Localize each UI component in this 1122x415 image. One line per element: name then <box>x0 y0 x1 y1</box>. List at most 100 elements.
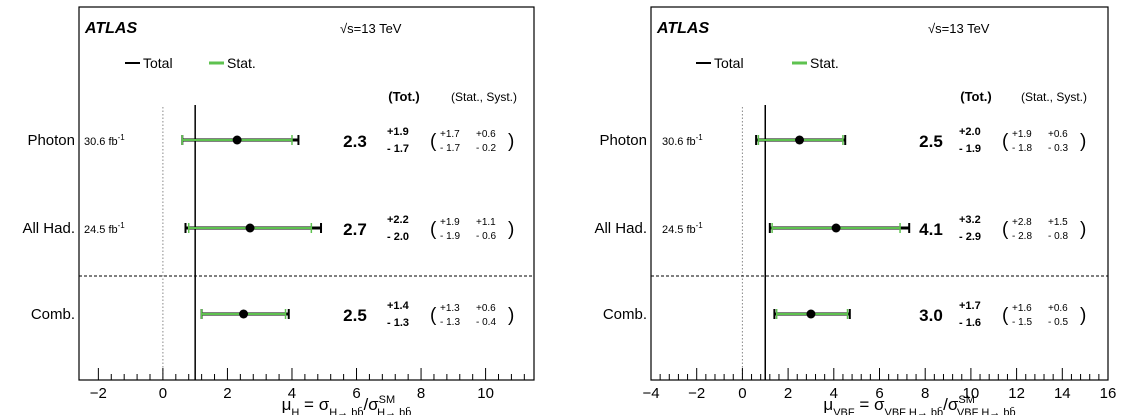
measurement-row: Photon 30.6 fb-1 2.5 +2.0 - 1.9 (+1.9 - 1.8 +0.… <box>599 126 1086 155</box>
close-paren: ) <box>508 131 514 152</box>
central-value-marker <box>806 309 816 319</box>
x-tick-label: 6 <box>875 385 883 402</box>
x-axis-title: μH = σH→ bb̄/σSM H→ bb̄ <box>282 394 412 415</box>
open-paren: ( <box>1002 219 1009 240</box>
x-tick-label: 14 <box>1054 385 1071 402</box>
row-label: Photon <box>599 132 647 149</box>
x-tick-label: 10 <box>477 385 494 402</box>
panel-1: ATLAS √s=13 TeV Total Stat. (Tot.) (Stat., Sy… <box>22 6 535 415</box>
legend-total-label: Total <box>143 55 173 71</box>
row-label: Comb. <box>603 306 647 323</box>
stat-error-down: - 1.8 <box>1012 143 1032 154</box>
open-paren: ( <box>1002 131 1009 152</box>
column-header-tot: (Tot.) <box>388 89 420 104</box>
x-tick-label: 4 <box>830 385 838 402</box>
syst-error-down: - 0.5 <box>1048 317 1068 328</box>
x-tick-label: 2 <box>223 385 231 402</box>
x-tick-label: 6 <box>352 385 360 402</box>
total-error-down: - 1.6 <box>959 317 981 329</box>
stat-error-down: - 1.9 <box>440 231 460 242</box>
stat-error-up: +1.3 <box>440 303 460 314</box>
x-tick-label: −2 <box>688 385 705 402</box>
experiment-label: ATLAS <box>84 20 137 37</box>
syst-error-down: - 0.8 <box>1048 231 1068 242</box>
stat-error-up: +1.7 <box>440 129 460 140</box>
close-paren: ) <box>1080 131 1086 152</box>
x-tick-label: 4 <box>288 385 296 402</box>
central-value-label: 2.5 <box>919 132 943 151</box>
x-axis-title: μVBF = σVBF H→ bb̄/σSM VBF H→ bb̄ <box>823 394 1015 415</box>
total-error-down: - 1.7 <box>387 143 409 155</box>
legend-stat-label: Stat. <box>810 55 839 71</box>
x-tick-label: −4 <box>642 385 659 402</box>
measurement-row: Comb. 2.5 +1.4- 1.3(+1.3- 1.3+0.6- 0.4) <box>31 300 515 329</box>
total-error-up: +1.7 <box>959 300 981 312</box>
stat-error-down: - 2.8 <box>1012 231 1032 242</box>
measurement-row: Comb. 3.0 +1.7 - 1.6 (+1.6 - 1.5 +0.6 - 0.5) <box>603 300 1087 329</box>
plot-frame <box>78 6 535 381</box>
stat-error-down: - 1.5 <box>1012 317 1032 328</box>
open-paren: ( <box>430 131 437 152</box>
syst-error-down: - 0.6 <box>476 231 496 242</box>
central-value-marker <box>795 135 805 145</box>
total-error-down: - 1.3 <box>387 317 409 329</box>
syst-error-down: - 0.4 <box>476 317 496 328</box>
stat-error-down: - 1.3 <box>440 317 460 328</box>
luminosity-label: 24.5 fb-1 <box>84 221 125 236</box>
legend-stat-label: Stat. <box>227 55 256 71</box>
energy-label: √s=13 TeV <box>928 21 990 36</box>
energy-label: √s=13 TeV <box>340 21 402 36</box>
x-tick-label: 8 <box>417 385 425 402</box>
experiment-label: ATLAS <box>656 20 709 37</box>
x-tick-label: 2 <box>784 385 792 402</box>
stat-error-up: +2.8 <box>1012 217 1032 228</box>
stat-error-down: - 1.7 <box>440 143 460 154</box>
total-error-up: +2.2 <box>387 214 409 226</box>
central-value-label: 2.3 <box>343 132 367 151</box>
syst-error-up: +1.5 <box>1048 217 1068 228</box>
syst-error-up: +0.6 <box>476 303 496 314</box>
syst-error-up: +0.6 <box>476 129 496 140</box>
row-label: All Had. <box>594 220 647 237</box>
central-value-marker <box>245 223 255 233</box>
row-label: Comb. <box>31 306 75 323</box>
stat-error-up: +1.9 <box>1012 129 1032 140</box>
total-error-up: +1.4 <box>387 300 410 312</box>
close-paren: ) <box>1080 219 1086 240</box>
total-error-down: - 2.0 <box>387 231 409 243</box>
row-label: Photon <box>27 132 75 149</box>
central-value-label: 2.7 <box>343 220 367 239</box>
column-header-stat-syst: (Stat., Syst.) <box>451 90 517 104</box>
measurement-row: All Had. 24.5 fb-1 4.1 +3.2 - 2.9 (+2.8 - 2.8 +… <box>594 214 1086 243</box>
syst-error-up: +0.6 <box>1048 129 1068 140</box>
total-error-up: +3.2 <box>959 214 981 226</box>
open-paren: ( <box>430 305 437 326</box>
central-value-marker <box>831 223 841 233</box>
central-value-label: 3.0 <box>919 306 943 325</box>
stat-error-up: +1.6 <box>1012 303 1032 314</box>
x-tick-label: 8 <box>921 385 929 402</box>
central-value-label: 4.1 <box>919 220 943 239</box>
close-paren: ) <box>508 305 514 326</box>
panel-2: ATLAS √s=13 TeV Total Stat. (Tot.) (Stat., Sy… <box>594 6 1117 415</box>
syst-error-up: +1.1 <box>476 217 496 228</box>
total-error-up: +1.9 <box>387 126 409 138</box>
central-value-marker <box>239 309 249 319</box>
x-tick-label: 12 <box>1008 385 1025 402</box>
syst-error-up: +0.6 <box>1048 303 1068 314</box>
measurement-row: Photon 30.6 fb-1 2.3 +1.9- 1.7(+1.7- 1.7+0.… <box>27 126 514 155</box>
x-tick-label: 0 <box>738 385 746 402</box>
syst-error-down: - 0.2 <box>476 143 496 154</box>
close-paren: ) <box>1080 305 1086 326</box>
close-paren: ) <box>508 219 514 240</box>
luminosity-label: 30.6 fb-1 <box>662 133 703 148</box>
row-label: All Had. <box>22 220 75 237</box>
total-error-down: - 2.9 <box>959 231 981 243</box>
total-error-up: +2.0 <box>959 126 981 138</box>
total-error-down: - 1.9 <box>959 143 981 155</box>
central-value-label: 2.5 <box>343 306 367 325</box>
column-header-stat-syst: (Stat., Syst.) <box>1021 90 1087 104</box>
x-tick-label: 16 <box>1100 385 1117 402</box>
open-paren: ( <box>430 219 437 240</box>
